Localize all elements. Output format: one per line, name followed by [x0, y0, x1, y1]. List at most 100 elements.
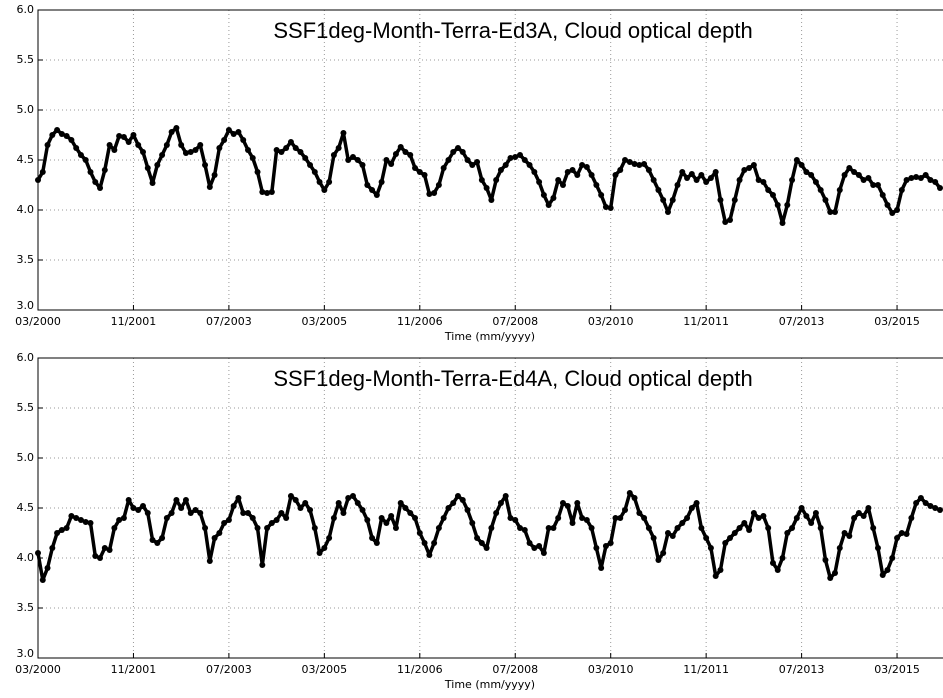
data-point: [49, 132, 56, 138]
data-point: [431, 540, 438, 546]
data-point: [287, 139, 294, 145]
data-point: [750, 162, 757, 168]
data-point: [559, 182, 566, 188]
data-point: [216, 145, 223, 151]
data-point: [206, 184, 213, 190]
data-point: [378, 515, 385, 521]
data-point: [626, 490, 633, 496]
data-point: [688, 171, 695, 177]
data-point: [187, 510, 194, 516]
plot-frame: [37, 357, 943, 659]
data-point: [87, 520, 94, 526]
data-point: [97, 555, 104, 561]
data-point: [235, 495, 242, 501]
data-point: [545, 202, 552, 208]
data-point: [521, 157, 528, 163]
data-point: [321, 187, 328, 193]
data-point: [488, 525, 495, 531]
data-point: [679, 520, 686, 526]
data-point: [645, 525, 652, 531]
data-point: [92, 553, 99, 559]
data-point: [340, 130, 347, 136]
data-point: [722, 219, 729, 225]
data-point: [68, 513, 75, 519]
data-point: [803, 169, 810, 175]
data-point: [173, 125, 180, 131]
data-point: [369, 187, 376, 193]
data-point: [426, 191, 433, 197]
data-point: [846, 165, 853, 171]
data-point: [684, 515, 691, 521]
y-tick-label: 3.5: [17, 253, 35, 266]
data-point: [789, 525, 796, 531]
data-point: [459, 497, 466, 503]
x-tick-label: 03/2000: [15, 663, 61, 676]
data-point: [574, 500, 581, 506]
data-point: [707, 175, 714, 181]
data-point: [159, 152, 166, 158]
data-point: [741, 520, 748, 526]
data-point: [884, 202, 891, 208]
data-point: [674, 182, 681, 188]
data-point: [330, 152, 337, 158]
data-point: [139, 149, 146, 155]
data-point: [512, 154, 519, 160]
data-point: [769, 560, 776, 566]
y-tick-label: 4.0: [17, 551, 35, 564]
data-point: [836, 187, 843, 193]
data-point: [703, 535, 710, 541]
data-point: [120, 515, 127, 521]
data-point: [77, 517, 84, 523]
x-tick-label: 11/2006: [397, 663, 443, 676]
data-point: [77, 152, 84, 158]
data-point: [803, 513, 810, 519]
data-point: [139, 503, 146, 509]
data-point: [58, 527, 65, 533]
data-point: [454, 145, 461, 151]
data-point: [612, 515, 619, 521]
data-point: [54, 530, 61, 536]
data-point: [240, 137, 247, 143]
data-point: [49, 545, 56, 551]
chart-title: SSF1deg-Month-Terra-Ed3A, Cloud optical …: [273, 18, 752, 43]
data-point: [264, 525, 271, 531]
data-line: [36, 126, 942, 225]
data-point: [478, 540, 485, 546]
data-point: [674, 525, 681, 531]
data-point: [540, 192, 547, 198]
data-point: [903, 531, 910, 537]
data-point: [855, 172, 862, 178]
data-point: [889, 210, 896, 216]
data-point: [154, 162, 161, 168]
data-point: [769, 192, 776, 198]
data-point: [402, 149, 409, 155]
data-point: [517, 525, 524, 531]
data-point: [736, 177, 743, 183]
data-point: [135, 507, 142, 513]
data-point: [73, 145, 80, 151]
data-point: [884, 567, 891, 573]
data-line: [36, 491, 941, 582]
data-point: [641, 515, 648, 521]
data-point: [159, 535, 166, 541]
data-point: [435, 182, 442, 188]
x-tick-label: 07/2008: [492, 315, 538, 328]
data-point: [211, 172, 218, 178]
data-point: [645, 167, 652, 173]
data-point: [660, 197, 667, 203]
chart-title: SSF1deg-Month-Terra-Ed4A, Cloud optical …: [273, 366, 752, 391]
data-point: [655, 557, 662, 563]
data-point: [922, 500, 929, 506]
data-point: [817, 525, 824, 531]
data-point: [631, 495, 638, 501]
data-point: [874, 545, 881, 551]
data-point: [755, 515, 762, 521]
data-point: [555, 515, 562, 521]
data-point: [865, 505, 872, 511]
data-point: [669, 533, 676, 539]
data-point: [144, 165, 151, 171]
data-point: [63, 525, 70, 531]
x-axis-label: Time (mm/yyyy): [444, 678, 535, 691]
data-point: [364, 182, 371, 188]
data-point: [116, 133, 123, 139]
